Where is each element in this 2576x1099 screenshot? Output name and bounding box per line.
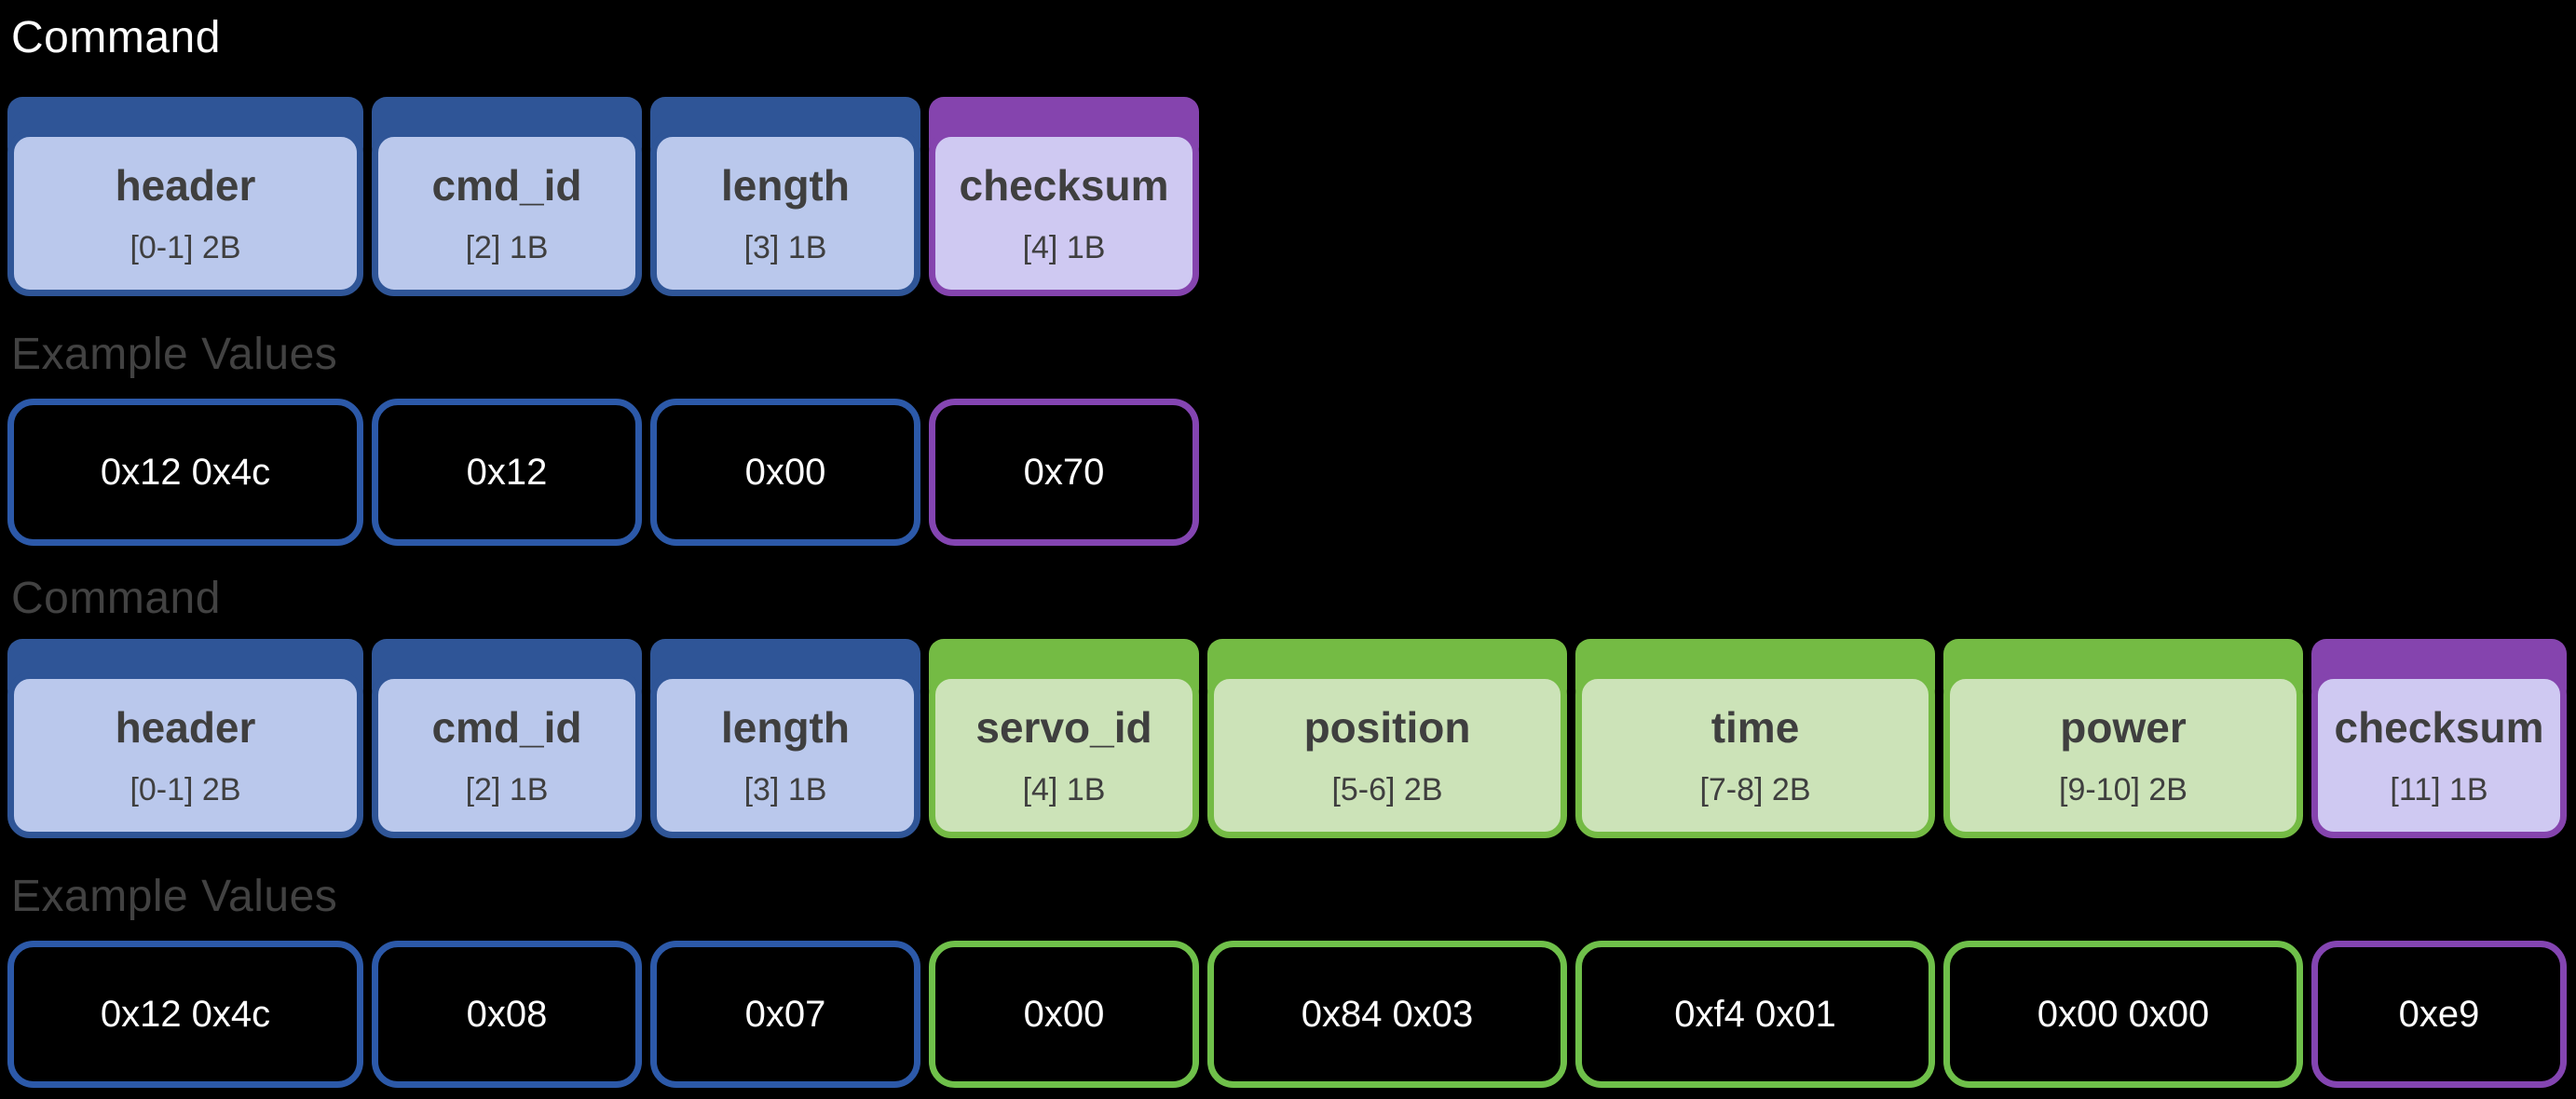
value-box-length: 0x07 [650,941,920,1088]
field-name: header [115,703,256,752]
field-body: header [0-1] 2B [7,130,363,296]
value-text: 0x07 [744,993,826,1035]
field-box-checksum: checksum [11] 1B [2311,639,2567,838]
field-range: [2] 1B [465,230,549,265]
field-box-length: length [3] 1B [650,97,920,296]
field-box-servo_id: servo_id [4] 1B [929,639,1199,838]
field-range: [4] 1B [1022,772,1106,807]
value-text: 0x00 [744,451,826,493]
field-name: power [2060,703,2187,752]
value-text: 0x12 0x4c [100,993,271,1035]
field-name: servo_id [975,703,1152,752]
field-body: cmd_id [2] 1B [372,672,642,838]
field-range: [11] 1B [2390,772,2488,807]
field-body: checksum [11] 1B [2311,672,2567,838]
field-body: length [3] 1B [650,672,920,838]
field-range: [3] 1B [743,772,827,807]
value-box-time: 0xf4 0x01 [1575,941,1935,1088]
value-text: 0x84 0x03 [1301,993,1474,1035]
value-box-position: 0x84 0x03 [1207,941,1567,1088]
value-text: 0x70 [1023,451,1105,493]
value-text: 0x00 0x00 [2037,993,2210,1035]
field-body: cmd_id [2] 1B [372,130,642,296]
field-range: [9-10] 2B [2059,772,2188,807]
value-text: 0x08 [466,993,548,1035]
field-range: [0-1] 2B [129,230,241,265]
field-box-header: header [0-1] 2B [7,639,363,838]
field-name: cmd_id [431,161,582,210]
value-box-length: 0x00 [650,399,920,546]
fields-row: header [0-1] 2B cmd_id [2] 1B length [3] 1B ch… [7,97,2576,296]
field-box-checksum: checksum [4] 1B [929,97,1199,296]
field-range: [2] 1B [465,772,549,807]
field-body: position [5-6] 2B [1207,672,1567,838]
field-box-power: power [9-10] 2B [1943,639,2303,838]
values-row: 0x12 0x4c 0x08 0x07 0x00 0x84 0x03 0xf4 0x01 0… [7,941,2576,1088]
field-box-cmd_id: cmd_id [2] 1B [372,639,642,838]
value-box-checksum: 0xe9 [2311,941,2567,1088]
value-box-power: 0x00 0x00 [1943,941,2303,1088]
field-box-time: time [7-8] 2B [1575,639,1935,838]
field-range: [5-6] 2B [1331,772,1443,807]
value-box-header: 0x12 0x4c [7,941,363,1088]
value-text: 0xe9 [2398,993,2480,1035]
example-values-label: Example Values [11,330,338,379]
field-name: checksum [2334,703,2544,752]
value-box-checksum: 0x70 [929,399,1199,546]
value-box-cmd_id: 0x08 [372,941,642,1088]
command-section: Command header [0-1] 2B cmd_id [2] 1B length… [7,11,2576,546]
field-body: servo_id [4] 1B [929,672,1199,838]
value-box-header: 0x12 0x4c [7,399,363,546]
field-range: [7-8] 2B [1699,772,1811,807]
field-name: length [721,703,850,752]
field-body: header [0-1] 2B [7,672,363,838]
value-box-servo_id: 0x00 [929,941,1199,1088]
field-body: power [9-10] 2B [1943,672,2303,838]
example-values-label: Example Values [11,872,338,921]
field-range: [4] 1B [1022,230,1106,265]
field-name: header [115,161,256,210]
field-box-header: header [0-1] 2B [7,97,363,296]
command-section: Command header [0-1] 2B cmd_id [2] 1B length… [7,572,2576,1088]
value-text: 0x00 [1023,993,1105,1035]
field-body: time [7-8] 2B [1575,672,1935,838]
values-row: 0x12 0x4c 0x12 0x00 0x70 [7,399,2576,546]
field-range: [3] 1B [743,230,827,265]
value-text: 0x12 0x4c [100,451,271,493]
field-name: cmd_id [431,703,582,752]
field-box-length: length [3] 1B [650,639,920,838]
field-name: checksum [959,161,1169,210]
field-body: length [3] 1B [650,130,920,296]
field-range: [0-1] 2B [129,772,241,807]
section-title: Command [11,574,221,623]
field-name: position [1303,703,1471,752]
fields-row: header [0-1] 2B cmd_id [2] 1B length [3] 1B se… [7,639,2576,838]
value-box-cmd_id: 0x12 [372,399,642,546]
field-box-cmd_id: cmd_id [2] 1B [372,97,642,296]
field-name: time [1711,703,1800,752]
section-title: Command [11,13,221,62]
field-box-position: position [5-6] 2B [1207,639,1567,838]
field-body: checksum [4] 1B [929,130,1199,296]
field-name: length [721,161,850,210]
value-text: 0xf4 0x01 [1674,993,1836,1035]
value-text: 0x12 [466,451,548,493]
